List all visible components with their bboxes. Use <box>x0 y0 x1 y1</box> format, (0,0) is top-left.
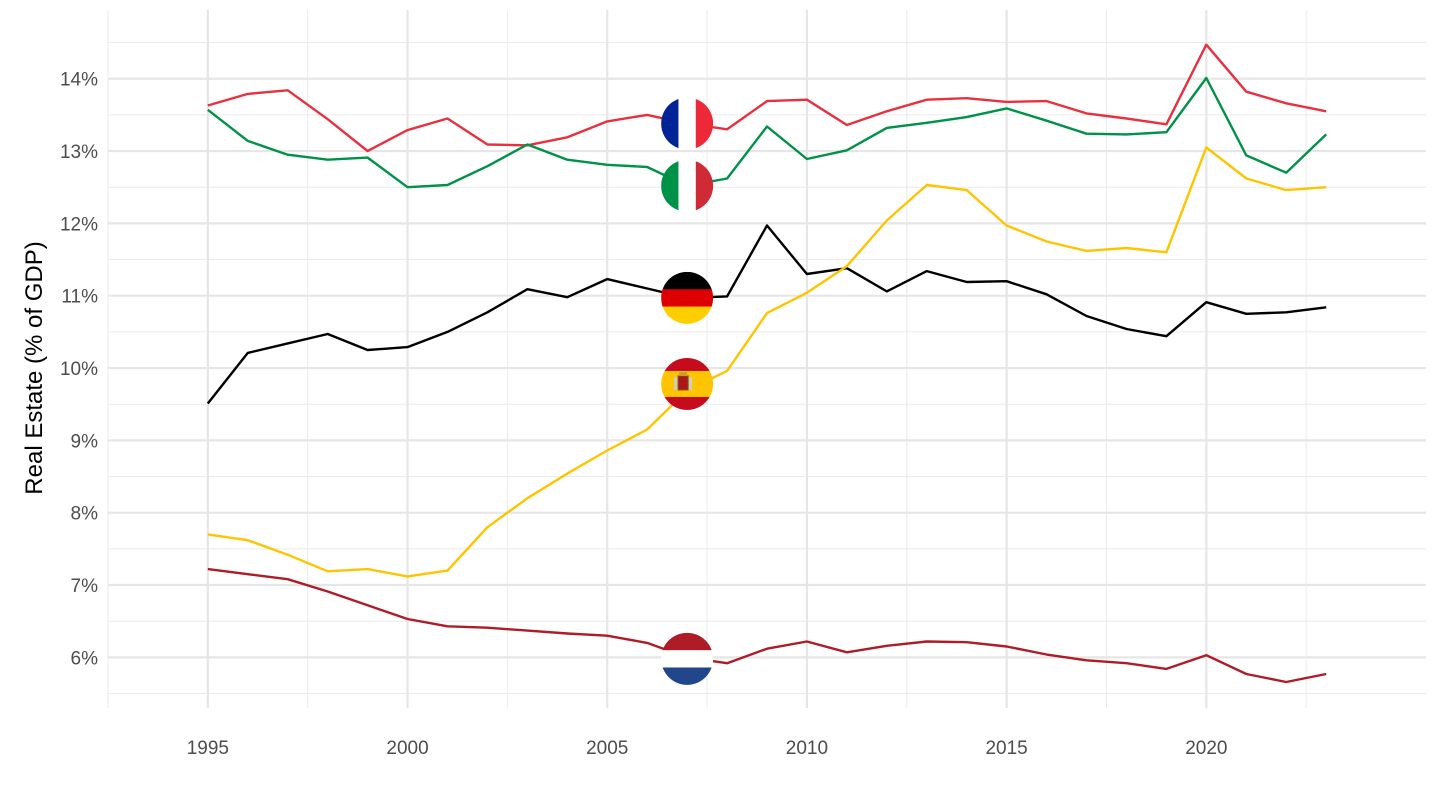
y-tick-label: 7% <box>71 576 99 597</box>
flag-germany-icon <box>661 271 714 324</box>
y-axis-title: Real Estate (% of GDP) <box>21 241 48 494</box>
series-line-italy <box>207 76 1328 189</box>
flag-italy-icon <box>661 159 714 212</box>
y-axis-tick-labels: 6% 7% 8% 9% 10% 11% 12% 13% 14% <box>60 70 98 670</box>
x-tick-label: 2020 <box>1185 738 1227 759</box>
x-tick-label: 1995 <box>187 738 229 759</box>
flag-netherlands-icon <box>661 632 714 685</box>
series-lines <box>206 43 1328 684</box>
x-tick-label: 2000 <box>386 738 428 759</box>
y-tick-label: 12% <box>60 214 98 235</box>
series-line-netherlands <box>207 567 1327 684</box>
y-tick-label: 11% <box>61 287 98 308</box>
flag-france-icon <box>661 97 714 150</box>
x-tick-label: 2010 <box>786 738 828 759</box>
y-tick-label: 8% <box>71 504 99 525</box>
y-tick-label: 14% <box>60 70 98 91</box>
x-axis-tick-labels: 1995 2000 2005 2010 2015 2020 <box>187 738 1228 759</box>
y-tick-label: 6% <box>71 648 99 669</box>
series-line-france <box>207 43 1327 153</box>
y-tick-label: 9% <box>71 431 99 452</box>
major-gridlines <box>108 10 1426 708</box>
series-line-spain <box>207 146 1327 578</box>
x-tick-label: 2015 <box>985 738 1027 759</box>
x-tick-label: 2005 <box>586 738 628 759</box>
minor-gridlines <box>107 10 1426 708</box>
series-line-germany <box>206 224 1327 405</box>
flag-spain-icon <box>661 357 714 410</box>
y-tick-label: 13% <box>60 142 98 163</box>
y-tick-label: 10% <box>60 359 98 380</box>
flag-markers <box>661 97 714 685</box>
